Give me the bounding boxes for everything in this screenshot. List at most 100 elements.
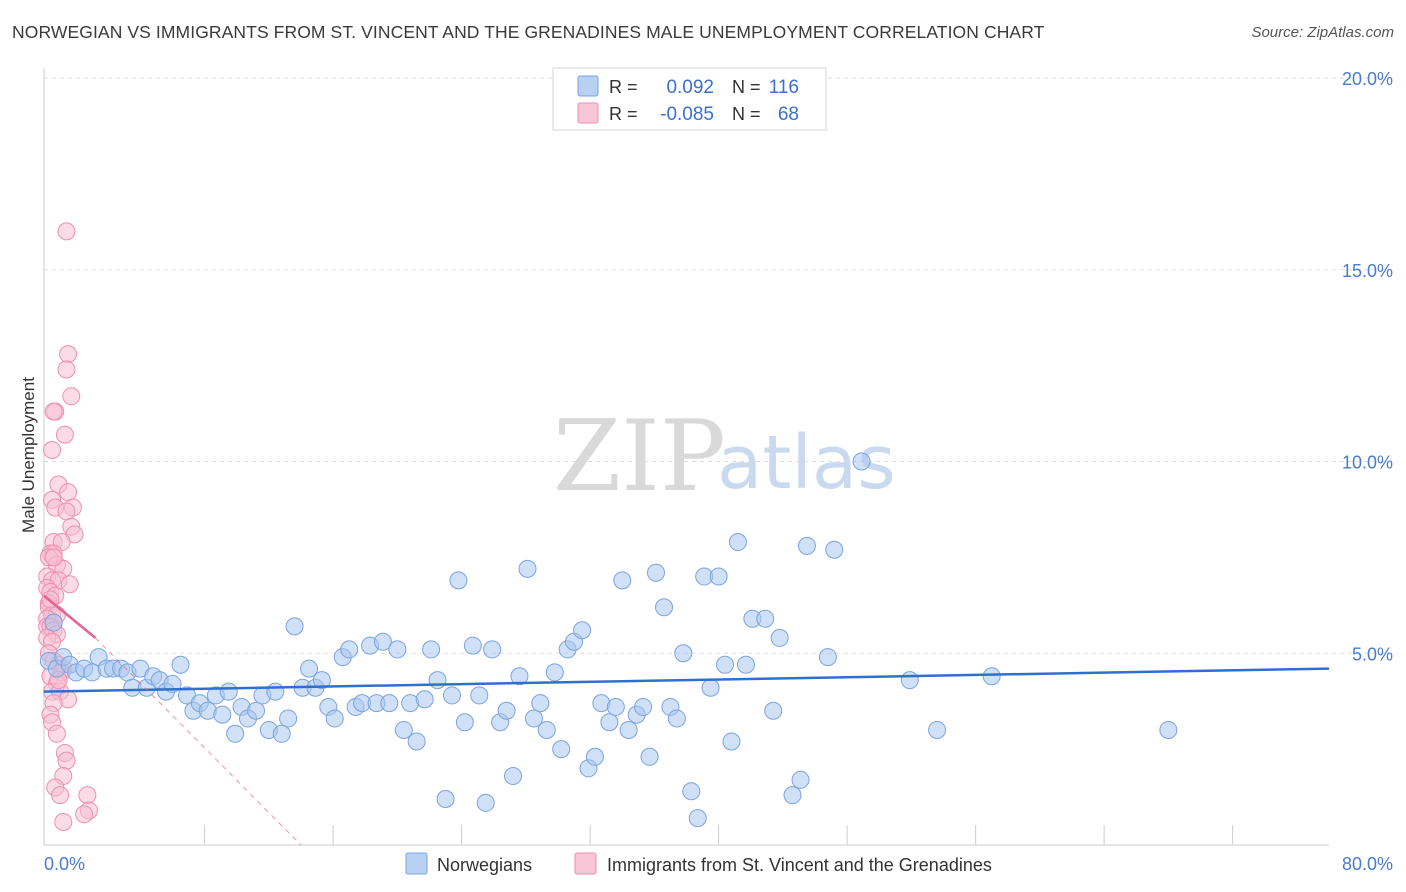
- norwegian-point: [407, 732, 426, 751]
- grid-lines: [44, 77, 1393, 654]
- legend-n-value-2: 68: [778, 104, 799, 125]
- norwegian-point: [171, 655, 190, 674]
- immigrant-point: [59, 345, 78, 364]
- norwegian-point: [285, 617, 304, 636]
- immigrants-trendline: [43, 594, 97, 639]
- norwegian-point: [394, 720, 413, 739]
- norwegian-point: [436, 789, 455, 808]
- immigrant-point: [51, 786, 70, 805]
- legend-r-value-1: 0.092: [666, 77, 714, 98]
- y-tick-label: 20.0%: [1342, 69, 1393, 89]
- immigrant-point: [62, 387, 81, 406]
- chart-title: NORWEGIAN VS IMMIGRANTS FROM ST. VINCENT…: [12, 22, 1045, 42]
- norwegian-point: [518, 559, 537, 578]
- norwegian-point: [442, 686, 461, 705]
- immigrants-series: [38, 222, 98, 831]
- norwegian-point: [674, 644, 693, 663]
- norwegian-point: [226, 724, 245, 743]
- norwegian-point: [219, 682, 238, 701]
- norwegian-point: [388, 640, 407, 659]
- legend-box: R = 0.092 N = 116 R = -0.085 N = 68: [552, 67, 827, 131]
- bottom-legend: Norwegians Immigrants from St. Vincent a…: [405, 852, 992, 875]
- norwegian-point: [701, 678, 720, 697]
- norwegian-point: [797, 536, 816, 555]
- norwegian-point: [422, 640, 441, 659]
- norwegian-point: [213, 705, 232, 724]
- legend-swatch-immigrants: [577, 102, 599, 124]
- norwegian-point: [818, 648, 837, 667]
- source-credit: Source: ZipAtlas.com: [1251, 24, 1394, 41]
- x-ticks: [204, 825, 1234, 845]
- norwegian-point: [428, 671, 447, 690]
- immigrant-point: [57, 360, 76, 379]
- immigrant-point: [57, 751, 76, 770]
- bottom-legend-immigrants: Immigrants from St. Vincent and the Gren…: [607, 855, 992, 875]
- immigrant-point: [43, 440, 62, 459]
- bottom-legend-swatch-norwegians: [405, 852, 428, 875]
- immigrant-point: [57, 502, 76, 521]
- norwegian-point: [634, 697, 653, 716]
- norwegian-point: [982, 667, 1001, 686]
- y-tick-label: 10.0%: [1342, 453, 1393, 473]
- legend-swatch-norwegians: [577, 75, 599, 97]
- norwegian-point: [764, 701, 783, 720]
- norwegian-point: [272, 724, 291, 743]
- legend-n-label-1: N =: [732, 77, 761, 97]
- bottom-legend-norwegians: Norwegians: [437, 855, 532, 875]
- watermark: ZIP atlas: [553, 400, 896, 514]
- legend-n-value-1: 116: [769, 77, 799, 98]
- norwegian-point: [531, 694, 550, 713]
- norwegian-point: [722, 732, 741, 751]
- norwegian-point: [655, 598, 674, 617]
- norwegian-point: [606, 697, 625, 716]
- norwegian-point: [1159, 720, 1178, 739]
- norwegian-point: [688, 809, 707, 828]
- immigrants-trendline-extension: [95, 637, 302, 846]
- norwegian-point: [266, 682, 285, 701]
- norwegian-point: [585, 747, 604, 766]
- norwegian-point: [900, 671, 919, 690]
- norwegian-point: [756, 609, 775, 628]
- norwegian-point: [340, 640, 359, 659]
- norwegian-point: [455, 713, 474, 732]
- norwegian-point: [504, 766, 523, 785]
- immigrant-point: [55, 425, 74, 444]
- norwegian-point: [483, 640, 502, 659]
- norwegian-point: [770, 628, 789, 647]
- norwegian-point: [463, 636, 482, 655]
- norwegian-point: [825, 540, 844, 559]
- norwegian-point: [613, 571, 632, 590]
- norwegian-point: [783, 786, 802, 805]
- immigrant-point: [54, 812, 73, 831]
- norwegian-point: [791, 770, 810, 789]
- norwegian-point: [852, 452, 871, 471]
- norwegian-point: [380, 694, 399, 713]
- norwegian-point: [667, 709, 686, 728]
- norwegian-point: [600, 713, 619, 732]
- norwegian-point: [619, 720, 638, 739]
- norwegian-point: [640, 747, 659, 766]
- norwegian-point: [573, 621, 592, 640]
- immigrant-point: [59, 483, 78, 502]
- norwegian-point: [537, 720, 556, 739]
- x-tick-label-max: 80.0%: [1342, 854, 1393, 874]
- norwegian-point: [709, 567, 728, 586]
- immigrant-point: [57, 222, 76, 241]
- immigrant-point: [60, 575, 79, 594]
- norwegian-point: [415, 690, 434, 709]
- norwegian-point: [928, 720, 947, 739]
- norwegian-point: [736, 655, 755, 674]
- immigrant-point: [75, 805, 94, 824]
- norwegian-point: [476, 793, 495, 812]
- norwegian-point: [716, 655, 735, 674]
- immigrant-point: [44, 548, 63, 567]
- y-tick-label: 15.0%: [1342, 261, 1393, 281]
- norwegian-point: [247, 701, 266, 720]
- norwegian-point: [552, 740, 571, 759]
- norwegian-point: [728, 533, 747, 552]
- norwegian-point: [524, 709, 543, 728]
- y-tick-labels: 5.0% 10.0% 15.0% 20.0%: [1342, 69, 1393, 664]
- y-axis-label: Male Unemployment: [19, 377, 38, 533]
- norwegian-point: [300, 659, 319, 678]
